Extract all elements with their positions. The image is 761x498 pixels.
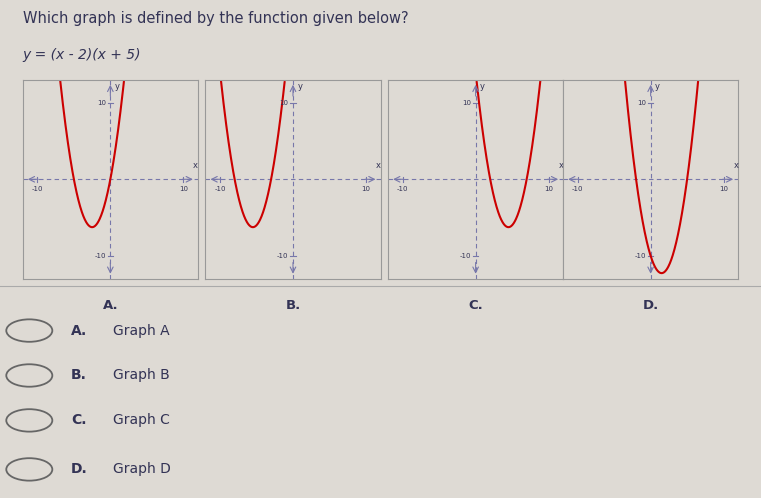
Text: B.: B. bbox=[285, 299, 301, 312]
Text: y: y bbox=[115, 82, 119, 91]
Text: y = (x - 2)(x + 5): y = (x - 2)(x + 5) bbox=[23, 48, 142, 62]
Text: y: y bbox=[480, 82, 485, 91]
Text: x: x bbox=[734, 161, 738, 170]
Text: -10: -10 bbox=[32, 186, 43, 192]
Text: 10: 10 bbox=[179, 186, 188, 192]
Text: Which graph is defined by the function given below?: Which graph is defined by the function g… bbox=[23, 10, 409, 25]
Text: A.: A. bbox=[72, 324, 88, 338]
Circle shape bbox=[6, 319, 53, 342]
Circle shape bbox=[6, 458, 53, 481]
Text: 10: 10 bbox=[462, 100, 471, 106]
Text: x: x bbox=[376, 161, 380, 170]
Text: -10: -10 bbox=[635, 253, 646, 259]
Text: y: y bbox=[655, 82, 660, 91]
Text: Graph D: Graph D bbox=[113, 463, 171, 477]
Text: B.: B. bbox=[72, 369, 87, 382]
Text: -10: -10 bbox=[460, 253, 471, 259]
Text: 10: 10 bbox=[279, 100, 288, 106]
Text: A.: A. bbox=[103, 299, 118, 312]
Text: 10: 10 bbox=[544, 186, 553, 192]
Text: Graph A: Graph A bbox=[113, 324, 170, 338]
Text: C.: C. bbox=[468, 299, 483, 312]
Text: 10: 10 bbox=[719, 186, 728, 192]
Text: -10: -10 bbox=[215, 186, 226, 192]
Text: -10: -10 bbox=[277, 253, 288, 259]
Circle shape bbox=[6, 409, 53, 432]
Text: D.: D. bbox=[72, 463, 88, 477]
Text: D.: D. bbox=[642, 299, 659, 312]
Text: x: x bbox=[559, 161, 563, 170]
Text: x: x bbox=[193, 161, 198, 170]
Text: -10: -10 bbox=[94, 253, 106, 259]
Text: 10: 10 bbox=[97, 100, 106, 106]
Text: y: y bbox=[298, 82, 302, 91]
Text: -10: -10 bbox=[572, 186, 584, 192]
Text: -10: -10 bbox=[397, 186, 409, 192]
Text: 10: 10 bbox=[361, 186, 371, 192]
Text: 10: 10 bbox=[637, 100, 646, 106]
Text: C.: C. bbox=[72, 413, 87, 427]
Text: Graph B: Graph B bbox=[113, 369, 170, 382]
Text: Graph C: Graph C bbox=[113, 413, 170, 427]
Circle shape bbox=[6, 364, 53, 387]
